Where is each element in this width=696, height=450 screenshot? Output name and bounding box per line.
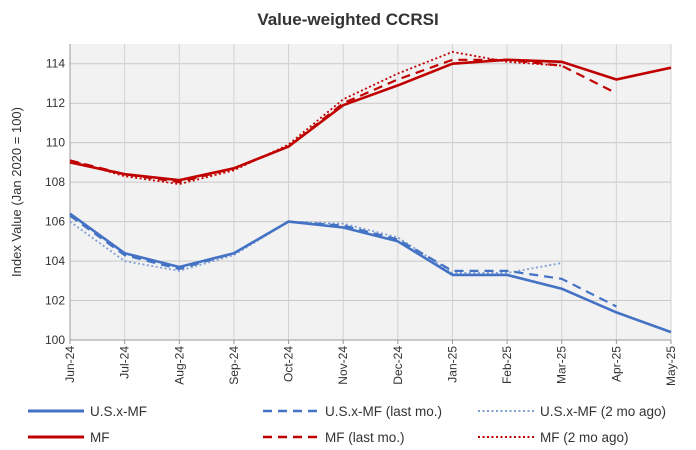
x-tick-label: May-25: [664, 346, 678, 386]
x-tick-label: Mar-25: [555, 346, 569, 384]
x-tick-label: Sep-24: [227, 346, 241, 385]
y-tick-label: 106: [45, 215, 65, 229]
legend-label: MF (last mo.): [325, 430, 405, 445]
x-tick-label: Jan-25: [445, 346, 459, 383]
y-tick-label: 100: [45, 333, 65, 347]
y-tick-label: 112: [46, 96, 65, 110]
y-tick-label: 108: [45, 175, 65, 189]
series-line-3: [69, 58, 672, 182]
x-axis-ticks: Jun-24 Jul-24 Aug-24 Sep-24 Oct-24 Nov-24 Dec-…: [63, 340, 678, 386]
y-axis-ticks: 100 102 104 106 108 110 112 114: [45, 57, 65, 347]
legend-label: U.S.x-MF (2 mo ago): [540, 404, 666, 419]
x-tick-label: Aug-24: [172, 346, 186, 385]
legend: U.S.x-MF U.S.x-MF (last mo.) U.S.x-MF (2 m…: [28, 404, 666, 445]
x-tick-label: Jul-24: [118, 346, 132, 379]
series-line-0: [69, 212, 672, 334]
gridlines: [69, 44, 672, 340]
legend-label: U.S.x-MF: [90, 404, 147, 419]
x-tick-label: Feb-25: [500, 346, 514, 384]
chart-title: Value-weighted CCRSI: [257, 10, 438, 29]
legend-label: MF: [90, 430, 110, 445]
plot-area: [70, 44, 671, 340]
x-tick-label: Nov-24: [336, 346, 350, 385]
legend-label: U.S.x-MF (last mo.): [325, 404, 442, 419]
y-tick-label: 104: [45, 254, 65, 268]
series-line-5: [69, 51, 562, 186]
y-tick-label: 114: [46, 57, 65, 71]
x-tick-label: Oct-24: [282, 346, 296, 382]
legend-label: MF (2 mo ago): [540, 430, 629, 445]
x-tick-label: Dec-24: [391, 346, 405, 385]
x-tick-label: Jun-24: [63, 346, 77, 383]
series-lines: [69, 51, 672, 334]
y-tick-label: 110: [46, 136, 65, 150]
y-tick-label: 102: [45, 294, 65, 308]
y-axis-label: Index Value (Jan 2020 = 100): [9, 107, 24, 277]
x-tick-label: Apr-25: [609, 346, 623, 382]
